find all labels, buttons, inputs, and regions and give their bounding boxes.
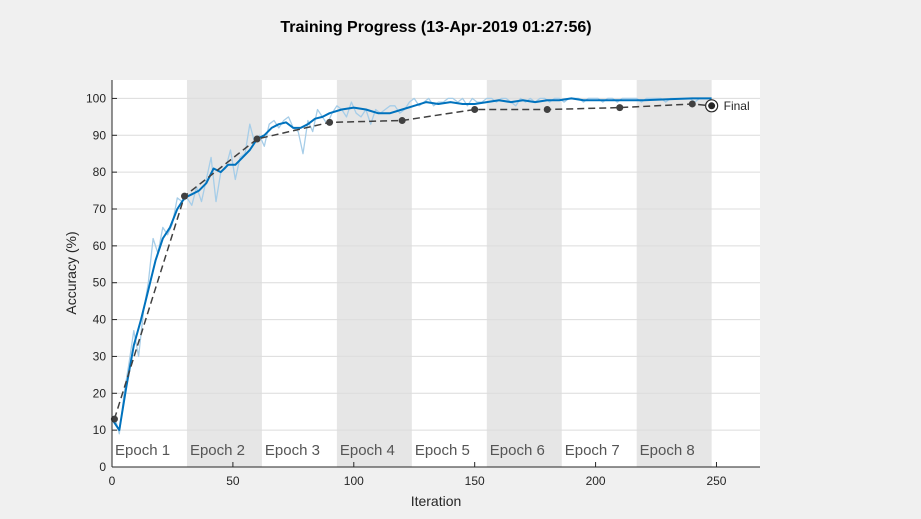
epoch-label-1: Epoch 1 (115, 442, 170, 459)
final-label: Final (724, 99, 750, 113)
final-marker: Final (705, 99, 750, 113)
validation-point-2 (181, 192, 189, 200)
smoothed-training-accuracy-line (111, 97, 712, 432)
series-layer (110, 97, 712, 435)
raw-training-accuracy-line (113, 97, 710, 435)
y-tick-label-0: 0 (99, 460, 106, 474)
x-tick-label-250: 250 (706, 474, 726, 488)
gridlines (112, 97, 760, 431)
epoch-label-6: Epoch 6 (490, 442, 545, 459)
x-tick-label-150: 150 (465, 474, 485, 488)
validation-point-6 (471, 105, 479, 113)
x-tick-label-50: 50 (226, 474, 240, 488)
validation-point-7 (543, 105, 551, 113)
y-tick-label-20: 20 (93, 386, 107, 400)
epoch-labels: Epoch 1 Epoch 2 Epoch 3 Epoch 4 Epoch 5 Epoch… (115, 442, 695, 459)
validation-point-9 (688, 100, 696, 108)
y-tick-label-50: 50 (93, 276, 107, 290)
y-tick-label-100: 100 (86, 91, 106, 105)
epoch-label-8: Epoch 8 (640, 442, 695, 459)
chart-title: Training Progress (13-Apr-2019 01:27:56) (280, 19, 591, 36)
y-tick-label-30: 30 (93, 349, 107, 363)
y-tick-label-10: 10 (93, 423, 107, 437)
final-marker-dot (708, 102, 716, 110)
y-tick-label-60: 60 (93, 239, 107, 253)
y-tick-label-40: 40 (93, 313, 107, 327)
x-tick-label-200: 200 (586, 474, 606, 488)
x-axis-label: Iteration (411, 493, 462, 509)
validation-point-4 (326, 118, 334, 126)
epoch-label-3: Epoch 3 (265, 442, 320, 459)
epoch-band-6 (486, 80, 562, 467)
x-tick-label-0: 0 (109, 474, 116, 488)
epoch-bands (186, 80, 712, 467)
validation-point-1 (110, 415, 118, 423)
y-tick-label-80: 80 (93, 165, 107, 179)
validation-point-3 (253, 135, 261, 143)
epoch-band-2 (186, 80, 262, 467)
y-tick-label-70: 70 (93, 202, 107, 216)
validation-point-8 (616, 104, 624, 112)
epoch-label-2: Epoch 2 (190, 442, 245, 459)
tick-labels: 0 50 100 150 200 250 0 10 20 30 40 50 60 70 80 90 100 (86, 91, 727, 488)
validation-point-5 (398, 117, 406, 125)
y-axis-label: Accuracy (%) (63, 231, 79, 314)
validation-accuracy-line (113, 103, 712, 420)
epoch-label-5: Epoch 5 (415, 442, 470, 459)
epoch-label-7: Epoch 7 (565, 442, 620, 459)
epoch-band-4 (336, 80, 412, 467)
epoch-label-4: Epoch 4 (340, 442, 395, 459)
epoch-band-8 (636, 80, 712, 467)
x-tick-label-100: 100 (344, 474, 364, 488)
axes (111, 80, 760, 468)
y-tick-label-90: 90 (93, 128, 107, 142)
